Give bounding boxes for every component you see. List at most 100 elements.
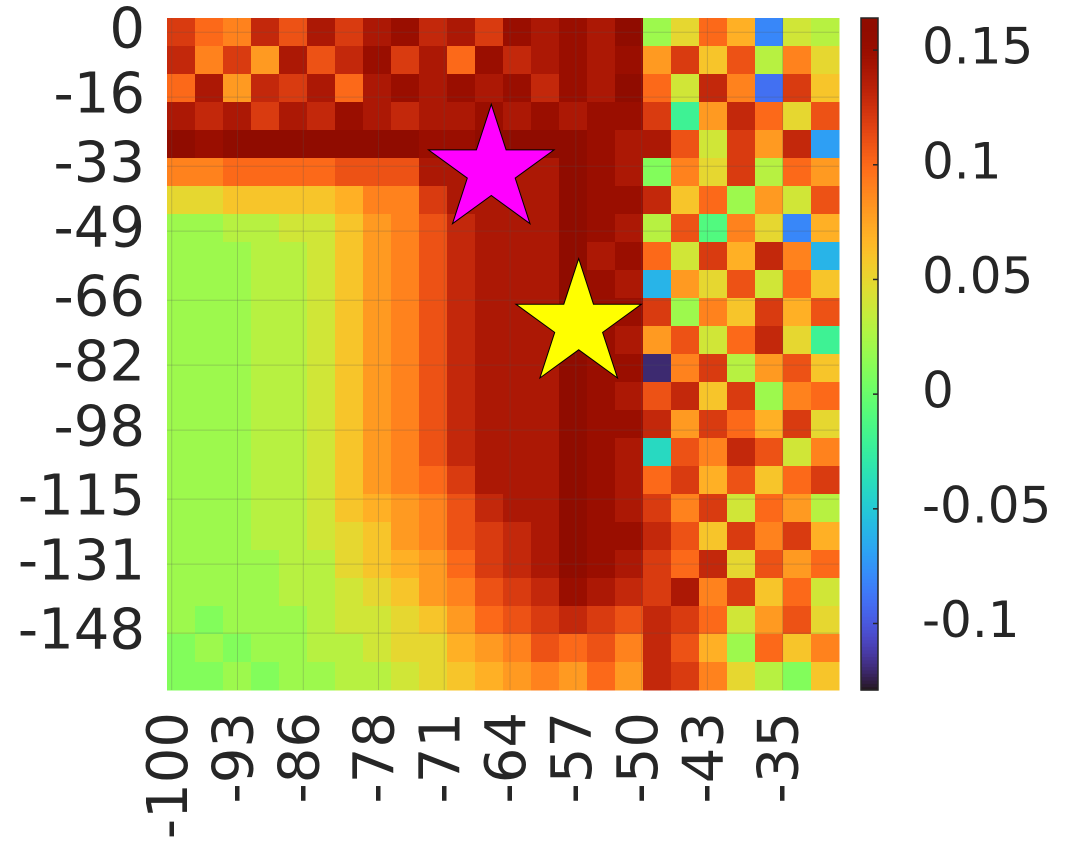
heat-cell	[755, 326, 784, 355]
heat-cell	[223, 578, 252, 607]
heat-cell	[419, 438, 448, 467]
heat-cell	[391, 382, 420, 411]
heat-cell	[279, 606, 308, 635]
heat-cell	[699, 214, 728, 243]
heat-cell	[699, 102, 728, 131]
colorbar-swatch	[861, 599, 878, 604]
y-tick-label: -33	[54, 130, 145, 195]
heat-cell	[335, 466, 364, 495]
heat-cell	[783, 354, 812, 383]
heat-cell	[447, 410, 476, 439]
colorbar-swatch	[861, 511, 878, 516]
colorbar-swatch	[861, 246, 878, 251]
heat-cell	[391, 46, 420, 75]
heat-cell	[783, 466, 812, 495]
heat-cell	[279, 438, 308, 467]
heat-cell	[783, 382, 812, 411]
colorbar-swatch	[861, 38, 878, 43]
colorbar-swatch	[861, 424, 878, 429]
colorbar-swatch	[861, 461, 878, 466]
heat-cell	[167, 214, 196, 243]
heat-cell	[279, 578, 308, 607]
colorbar-swatch	[861, 189, 878, 194]
heat-cell	[755, 46, 784, 75]
heat-cell	[307, 298, 336, 327]
heat-cell	[251, 522, 280, 551]
heat-cell	[727, 186, 756, 215]
heat-cell	[279, 242, 308, 271]
colorbar-swatch	[861, 31, 878, 36]
heat-cell	[223, 550, 252, 579]
heat-cell	[559, 438, 588, 467]
heat-cell	[727, 298, 756, 327]
heat-cell	[559, 522, 588, 551]
colorbar-swatch	[861, 653, 878, 657]
heat-cell	[363, 606, 392, 635]
heat-cell	[559, 186, 588, 215]
heat-cell	[783, 326, 812, 355]
heat-cell	[615, 270, 644, 299]
heat-cell	[475, 242, 504, 271]
colorbar-swatch	[861, 192, 878, 197]
heat-cell	[503, 634, 532, 663]
colorbar-swatch	[861, 444, 878, 449]
colorbar-swatch	[861, 545, 878, 550]
heat-cell	[811, 242, 840, 271]
heat-cell	[699, 242, 728, 271]
heat-cell	[167, 466, 196, 495]
heat-cell	[251, 270, 280, 299]
heat-cell	[279, 382, 308, 411]
colorbar-swatch	[861, 337, 878, 342]
heat-cell	[475, 326, 504, 355]
heat-cell	[363, 662, 392, 691]
x-tick-label: -100	[136, 712, 201, 839]
heat-cell	[167, 522, 196, 551]
heat-cell	[559, 578, 588, 607]
heat-cell	[307, 186, 336, 215]
heat-cell	[587, 410, 616, 439]
heat-cell	[503, 242, 532, 271]
heat-cell	[671, 634, 700, 663]
colorbar-swatch	[861, 236, 878, 241]
colorbar-swatch	[861, 686, 878, 691]
heat-cell	[699, 606, 728, 635]
heat-cell	[615, 606, 644, 635]
heat-cell	[279, 46, 308, 75]
heat-cell	[391, 130, 420, 159]
colorbar-swatch	[861, 169, 878, 174]
heat-cell	[447, 18, 476, 47]
heat-cell	[335, 438, 364, 467]
colorbar-swatch	[861, 612, 878, 617]
colorbar-swatch	[861, 434, 878, 439]
heat-cell	[363, 214, 392, 243]
heat-cell	[783, 410, 812, 439]
colorbar-swatch	[861, 592, 878, 597]
heat-cell	[811, 186, 840, 215]
heat-cell	[727, 494, 756, 523]
heat-cell	[671, 662, 700, 691]
heat-cell	[447, 550, 476, 579]
heat-cell	[755, 466, 784, 495]
heat-cell	[727, 606, 756, 635]
heat-cell	[363, 298, 392, 327]
heat-cell	[307, 74, 336, 103]
heat-cell	[643, 606, 672, 635]
colorbar-swatch	[861, 306, 878, 311]
heat-cell	[615, 242, 644, 271]
heat-cell	[363, 466, 392, 495]
heat-cell	[279, 662, 308, 691]
heat-cell	[475, 46, 504, 75]
heat-cell	[279, 326, 308, 355]
heat-cell	[783, 494, 812, 523]
heat-cell	[391, 18, 420, 47]
heat-cell	[671, 494, 700, 523]
heat-cell	[559, 158, 588, 187]
heat-cell	[531, 606, 560, 635]
heat-cell	[475, 410, 504, 439]
heat-cell	[503, 74, 532, 103]
colorbar-swatch	[861, 491, 878, 496]
colorbar-swatch	[861, 602, 878, 607]
heat-cell	[223, 326, 252, 355]
colorbar-swatch	[861, 142, 878, 147]
heat-cell	[643, 550, 672, 579]
